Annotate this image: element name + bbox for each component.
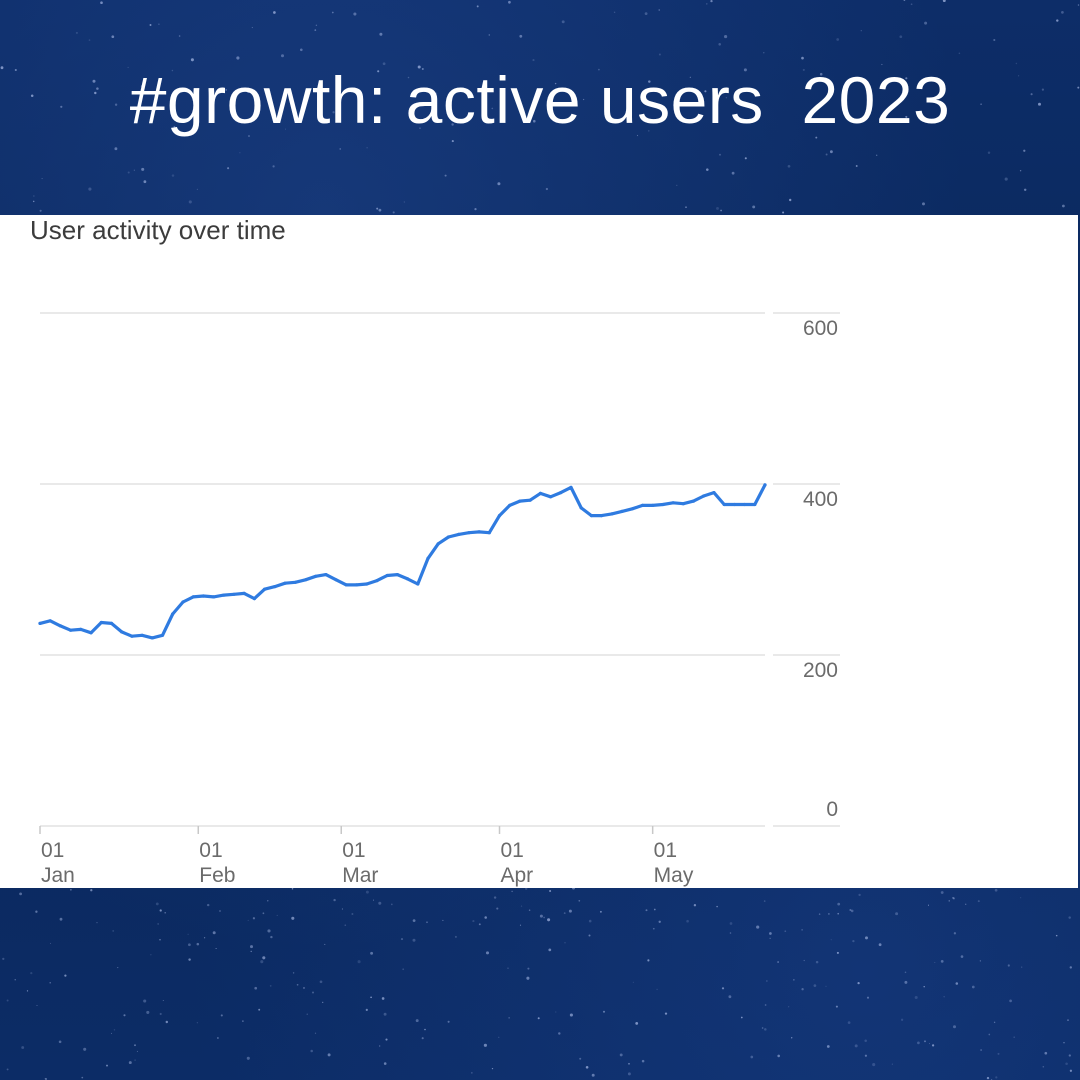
y-tick-label: 0 <box>826 798 838 821</box>
data-point <box>385 573 389 578</box>
chart-panel: User activity over time 0 200 400 600 01 Jan… <box>0 215 1078 888</box>
data-point <box>263 587 267 591</box>
data-point <box>293 580 297 584</box>
data-point <box>69 628 73 632</box>
x-tick-month: Apr <box>501 864 534 887</box>
data-point <box>109 621 114 625</box>
data-point <box>252 597 256 601</box>
x-tick-month: Feb <box>199 864 235 887</box>
data-point <box>181 600 185 604</box>
data-point <box>344 583 348 587</box>
y-tick-label: 200 <box>803 659 838 682</box>
data-point <box>416 582 420 586</box>
data-point <box>579 506 583 510</box>
data-point <box>569 485 573 489</box>
chart-title: User activity over time <box>30 215 286 245</box>
data-point <box>242 591 246 595</box>
data-point <box>630 507 634 511</box>
data-point <box>140 633 144 637</box>
data-point <box>467 531 471 535</box>
data-point <box>691 499 696 503</box>
data-point <box>89 631 93 635</box>
y-axis-ticks: 0 200 400 600 <box>803 317 838 821</box>
data-point <box>528 498 532 502</box>
data-point <box>324 573 328 577</box>
data-point <box>722 502 726 507</box>
data-point <box>99 620 103 625</box>
data-point <box>487 531 491 535</box>
data-point <box>150 636 154 640</box>
data-point <box>651 503 655 507</box>
data-point <box>620 509 624 513</box>
data-point <box>508 503 512 507</box>
data-point <box>600 514 604 518</box>
data-point <box>559 491 563 495</box>
page-title: #growth: active users 2023 <box>129 63 951 137</box>
data-point <box>497 514 502 518</box>
data-point <box>406 577 410 581</box>
data-point <box>681 502 685 506</box>
data-point <box>457 532 461 536</box>
y-tick-label: 400 <box>803 488 838 511</box>
data-point <box>426 556 430 560</box>
data-point <box>212 595 216 599</box>
x-tick-day: 01 <box>654 839 677 862</box>
x-tick-day: 01 <box>199 839 222 862</box>
data-point <box>753 502 757 507</box>
data-point <box>232 592 236 596</box>
data-point <box>446 535 451 539</box>
data-point <box>518 499 522 503</box>
x-tick-day: 01 <box>342 839 365 862</box>
data-point <box>589 514 594 518</box>
data-point <box>712 491 716 495</box>
data-point <box>58 624 63 628</box>
data-point <box>549 495 553 499</box>
data-point <box>365 582 369 586</box>
x-tick-month: Mar <box>342 864 378 887</box>
data-point <box>222 593 226 597</box>
data-point <box>763 483 767 487</box>
data-point <box>395 573 399 577</box>
data-point <box>538 491 543 495</box>
data-point <box>354 583 359 587</box>
x-tick-day: 01 <box>501 839 524 862</box>
grid-layer <box>40 312 840 827</box>
data-point <box>640 503 645 507</box>
data-point <box>477 530 481 534</box>
series-line-0 <box>38 483 767 640</box>
data-point <box>130 634 134 638</box>
x-tick-day: 01 <box>41 839 64 862</box>
data-point <box>171 612 175 616</box>
y-tick-label: 600 <box>803 317 838 340</box>
x-tick-month: Jan <box>41 864 75 887</box>
data-point <box>273 585 277 589</box>
data-point <box>191 595 195 599</box>
data-point <box>314 574 318 578</box>
data-point <box>671 501 675 505</box>
x-tick-month: May <box>654 864 694 887</box>
data-point <box>303 578 308 582</box>
data-point <box>283 581 287 585</box>
data-point <box>702 494 706 498</box>
data-point <box>375 579 379 583</box>
data-point <box>48 619 52 623</box>
data-point <box>732 502 737 507</box>
data-point <box>79 627 83 631</box>
data-point <box>160 633 165 637</box>
data-point <box>201 594 205 598</box>
data-point <box>610 512 614 516</box>
data-point <box>436 542 440 546</box>
data-point <box>120 630 124 634</box>
data-point <box>334 578 338 582</box>
data-point <box>661 502 665 507</box>
data-point <box>38 621 42 625</box>
series-layer <box>38 483 767 640</box>
data-point <box>743 502 747 507</box>
